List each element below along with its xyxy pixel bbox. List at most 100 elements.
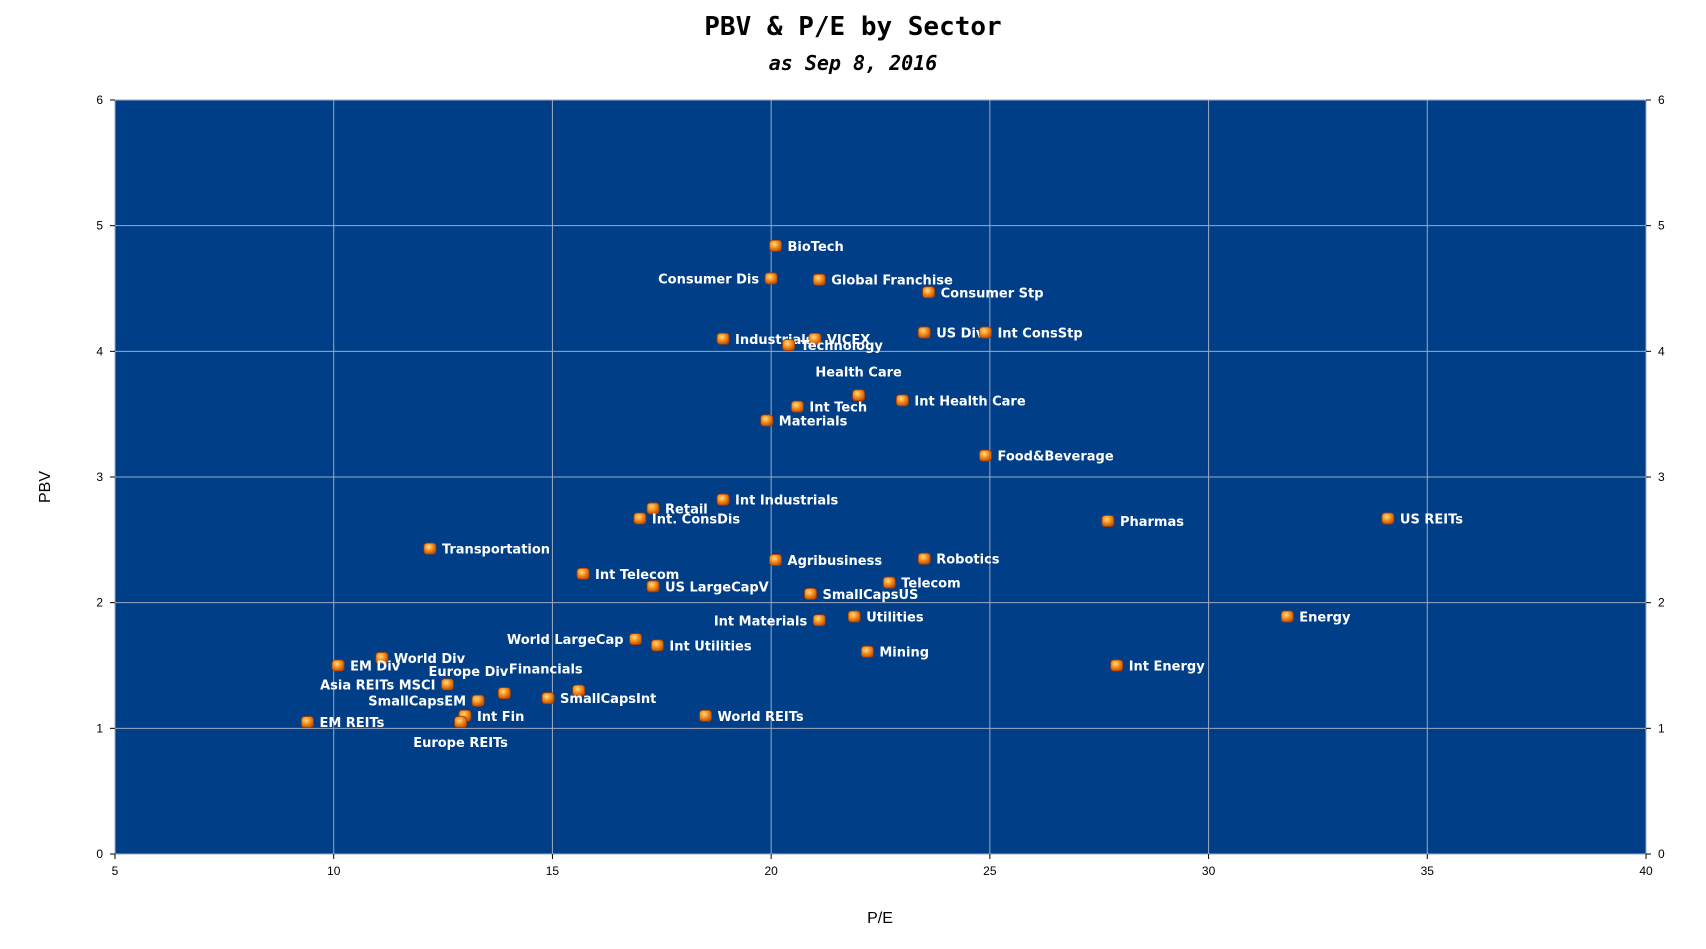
scatter-point: US Div bbox=[917, 326, 985, 341]
chart-title: PBV & P/E by Sector bbox=[704, 12, 1001, 42]
scatter-point: Europe REITs bbox=[413, 716, 508, 751]
y2-tick-label: 4 bbox=[1658, 344, 1665, 358]
point-label: Financials bbox=[509, 663, 583, 678]
point-label: Health Care bbox=[815, 365, 902, 380]
point-label: Utilities bbox=[866, 610, 924, 625]
scatter-point: Food&Beverage bbox=[979, 450, 1114, 465]
scatter-point: Europe Div bbox=[428, 665, 511, 700]
scatter-point: Pharmas bbox=[1101, 515, 1184, 530]
scatter-point: Int ConsStp bbox=[979, 326, 1083, 341]
scatter-point: Technology bbox=[782, 339, 884, 354]
point-label: Global Franchise bbox=[831, 274, 953, 289]
point-label: Energy bbox=[1299, 610, 1351, 625]
point-label: Int Tech bbox=[809, 401, 867, 416]
point-label: SmallCapsEM bbox=[368, 695, 466, 710]
point-label: Int Telecom bbox=[595, 568, 679, 583]
scatter-point: US LargeCapV bbox=[646, 580, 769, 595]
point-label: Mining bbox=[879, 646, 929, 661]
point-label: Food&Beverage bbox=[997, 450, 1113, 465]
point-label: VICEX bbox=[827, 333, 870, 348]
point-label: SmallCapsInt bbox=[560, 692, 656, 707]
y2-tick-label: 3 bbox=[1658, 470, 1665, 484]
scatter-point: World Div bbox=[375, 652, 466, 667]
scatter-point: EM Div bbox=[331, 659, 401, 675]
y2-tick-label: 1 bbox=[1658, 721, 1665, 735]
point-marker bbox=[699, 709, 712, 722]
scatter-point: VICEX bbox=[808, 333, 870, 348]
point-marker bbox=[423, 542, 437, 555]
point-marker bbox=[716, 332, 730, 345]
point-label: SmallCapsUS bbox=[823, 588, 919, 603]
y2-tick-label: 5 bbox=[1658, 219, 1665, 233]
scatter-point: EM REITs bbox=[301, 716, 385, 731]
scatter-point: Retail bbox=[646, 502, 708, 517]
point-marker bbox=[331, 659, 345, 672]
x-tick-label: 35 bbox=[1421, 864, 1435, 878]
point-marker bbox=[860, 645, 874, 658]
point-marker bbox=[917, 552, 931, 565]
point-marker bbox=[760, 414, 774, 427]
point-label: Int Health Care bbox=[914, 394, 1025, 409]
scatter-point: Agribusiness bbox=[769, 554, 883, 569]
point-label: Technology bbox=[801, 339, 884, 354]
x-tick-label: 5 bbox=[112, 864, 119, 878]
x-tick-label: 30 bbox=[1202, 864, 1216, 878]
scatter-point: US REITs bbox=[1381, 512, 1463, 527]
point-marker bbox=[847, 610, 861, 623]
point-marker bbox=[979, 326, 992, 339]
point-marker bbox=[629, 633, 642, 646]
scatter-point: Energy bbox=[1280, 610, 1351, 625]
point-label: US REITs bbox=[1400, 512, 1463, 527]
data-points: BioTech Consumer Dis Global FranchiseConsu… bbox=[301, 240, 1463, 751]
y2-tick-label: 6 bbox=[1658, 93, 1665, 107]
axis-ticks: 5 10 15 20 25 30 35 40 0 0 1 1 2 2 3 3 4 4 5 5 6 6 bbox=[96, 93, 1665, 878]
point-marker bbox=[651, 639, 664, 652]
point-marker bbox=[497, 687, 511, 700]
point-label: BioTech bbox=[788, 240, 844, 255]
point-marker bbox=[790, 400, 804, 413]
scatter-point: Global Franchise bbox=[812, 274, 953, 289]
point-label: Int Fin bbox=[477, 710, 524, 725]
point-marker bbox=[471, 694, 485, 707]
point-label: Robotics bbox=[936, 553, 1000, 568]
point-label: Europe Div bbox=[428, 665, 508, 680]
point-label: Transportation bbox=[442, 543, 550, 558]
point-marker bbox=[804, 587, 817, 600]
point-marker bbox=[882, 576, 896, 589]
point-marker bbox=[812, 614, 826, 627]
scatter-point: Financials bbox=[509, 663, 586, 697]
point-marker bbox=[922, 286, 936, 299]
point-marker bbox=[633, 512, 647, 525]
point-label: US LargeCapV bbox=[665, 580, 769, 595]
x-tick-label: 15 bbox=[546, 864, 560, 878]
point-label: Int. ConsDis bbox=[652, 512, 740, 527]
point-marker bbox=[541, 692, 555, 705]
y-tick-label: 6 bbox=[96, 93, 103, 107]
x-tick-label: 20 bbox=[764, 864, 778, 878]
scatter-point: SmallCapsUS bbox=[804, 587, 919, 603]
scatter-point: SmallCapsEM bbox=[368, 694, 485, 710]
y-tick-label: 1 bbox=[96, 721, 103, 735]
point-marker bbox=[769, 554, 782, 566]
scatter-point: Int. ConsDis bbox=[633, 512, 740, 527]
scatter-point: World LargeCap bbox=[507, 633, 642, 648]
point-marker bbox=[917, 326, 931, 339]
y-axis-label: PBV bbox=[37, 471, 54, 503]
x-tick-label: 10 bbox=[327, 864, 341, 878]
point-label: Materials bbox=[779, 414, 848, 429]
point-label: EM REITs bbox=[319, 716, 384, 731]
point-label: Agribusiness bbox=[788, 554, 883, 569]
point-marker bbox=[454, 716, 467, 728]
point-marker bbox=[1381, 512, 1395, 525]
point-label: World REITs bbox=[718, 710, 804, 725]
point-marker bbox=[646, 502, 660, 515]
point-label: Consumer Stp bbox=[941, 286, 1044, 301]
scatter-point: World REITs bbox=[699, 709, 804, 725]
point-marker bbox=[1110, 659, 1124, 672]
y-tick-label: 0 bbox=[96, 847, 103, 861]
point-marker bbox=[895, 394, 909, 407]
point-label: Consumer Dis bbox=[658, 272, 759, 287]
x-tick-label: 25 bbox=[983, 864, 997, 878]
scatter-point: Int Health Care bbox=[895, 394, 1026, 409]
